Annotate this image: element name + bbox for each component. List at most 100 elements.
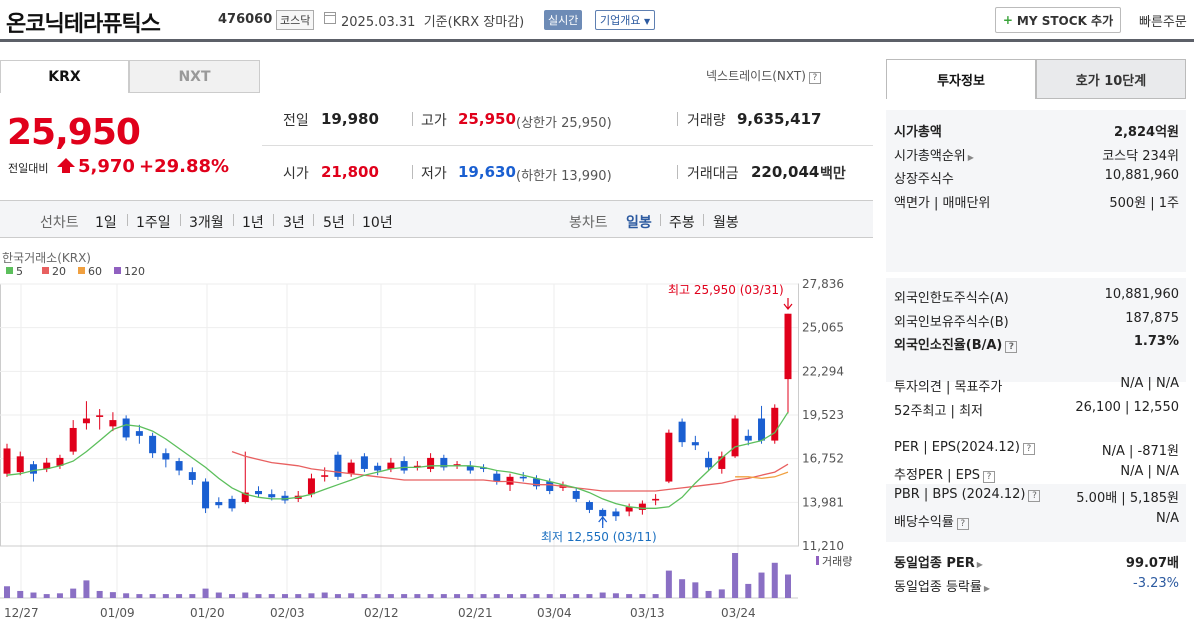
candle-body bbox=[281, 495, 289, 501]
y-tick-label: 19,523 bbox=[802, 408, 844, 422]
volume-bar bbox=[321, 592, 328, 598]
period-daily[interactable]: 일봉 bbox=[626, 215, 652, 231]
calendar-icon bbox=[324, 12, 336, 24]
market-badge: 코스닥 bbox=[276, 10, 315, 30]
tab-investment-info[interactable]: 투자정보 bbox=[886, 59, 1036, 99]
volume-bar bbox=[268, 594, 275, 598]
period-3y[interactable]: 3년 bbox=[283, 215, 305, 231]
candle-body bbox=[625, 506, 633, 512]
legend-label: 120 bbox=[124, 265, 145, 278]
separator bbox=[273, 214, 274, 226]
candle-body bbox=[546, 481, 554, 492]
mystock-add-button[interactable]: + MY STOCK 추가 bbox=[995, 7, 1121, 33]
quick-order-link[interactable]: 빠른주문 bbox=[1139, 15, 1187, 30]
info-row: 상장주식수 10,881,960 bbox=[894, 165, 1179, 187]
info-label: PER | EPS(2024.12)? bbox=[894, 440, 1035, 455]
header: 온코닉테라퓨틱스 476060 코스닥 2025.03.31 기준(KRX 장마… bbox=[0, 0, 1194, 42]
volume-bar bbox=[56, 593, 63, 598]
help-icon[interactable]: ? bbox=[808, 72, 821, 84]
tab-nxt[interactable]: NXT bbox=[129, 60, 260, 93]
volume-bar bbox=[573, 594, 580, 598]
candle-body bbox=[480, 467, 488, 469]
period-5y[interactable]: 5년 bbox=[323, 215, 345, 231]
stock-name: 온코닉테라퓨틱스 bbox=[6, 12, 161, 37]
volume-bar bbox=[109, 592, 116, 598]
volume-bar bbox=[745, 583, 752, 598]
separator bbox=[127, 214, 128, 226]
y-tick-label: 11,210 bbox=[802, 539, 844, 553]
x-tick-label: 12/27 bbox=[4, 606, 39, 620]
help-icon[interactable]: ? bbox=[1022, 443, 1035, 455]
info-value: 2,824억원 bbox=[1113, 125, 1179, 140]
volume-bar bbox=[123, 593, 130, 598]
tab-krx[interactable]: KRX bbox=[0, 60, 129, 93]
period-10y[interactable]: 10년 bbox=[362, 215, 393, 231]
period-1y[interactable]: 1년 bbox=[242, 215, 264, 231]
low-arrow bbox=[598, 516, 608, 528]
nextrade-link[interactable]: 넥스트레이드(NXT)? bbox=[706, 67, 821, 84]
period-1d[interactable]: 1일 bbox=[95, 215, 117, 231]
candle-body bbox=[427, 457, 435, 469]
ma5-line bbox=[6, 411, 789, 509]
info-label: 추정PER | EPS? bbox=[894, 464, 995, 483]
help-icon[interactable]: ? bbox=[956, 517, 969, 530]
candle-body bbox=[149, 435, 157, 454]
x-tick-label: 03/24 bbox=[721, 606, 756, 620]
candle-body bbox=[599, 509, 607, 517]
candle-body bbox=[784, 313, 792, 380]
period-1w[interactable]: 1주일 bbox=[136, 215, 171, 231]
volume-bar bbox=[202, 588, 209, 598]
period-3m[interactable]: 3개월 bbox=[189, 215, 224, 231]
prev-close-label: 전일 bbox=[283, 113, 309, 129]
stock-chart[interactable]: 한국거래소(KRX)5 20 60 120 27,836 25,065 22,294 19,5… bbox=[0, 246, 873, 624]
candle-body bbox=[665, 432, 673, 482]
line-chart-title: 선차트 bbox=[40, 215, 79, 231]
info-row[interactable]: 동일업종 등락률 ▶ -3.23% bbox=[894, 573, 1179, 595]
info-label: 외국인소진율(B/A)? bbox=[894, 334, 1018, 353]
volume-bar bbox=[493, 594, 500, 598]
separator bbox=[180, 214, 181, 226]
help-icon[interactable]: ? bbox=[1028, 490, 1041, 502]
y-tick-label: 16,752 bbox=[802, 452, 844, 466]
candle-body bbox=[758, 418, 766, 441]
base-date: 2025.03.31 기준(KRX 장마감) bbox=[341, 15, 525, 30]
volume-bar bbox=[334, 594, 341, 598]
help-icon[interactable]: ? bbox=[1005, 341, 1018, 353]
info-row[interactable]: 동일업종 PER ▶ 99.07배 bbox=[894, 549, 1179, 571]
company-overview-button[interactable]: 기업개요 ▼ bbox=[595, 10, 656, 30]
y-tick-label: 22,294 bbox=[802, 364, 844, 378]
stock-code: 476060 bbox=[218, 12, 273, 27]
candle-body bbox=[638, 503, 646, 510]
volume-bar bbox=[718, 589, 725, 598]
realtime-button[interactable]: 실시간 bbox=[544, 10, 583, 30]
low-value: 19,630 bbox=[458, 163, 516, 181]
info-row[interactable]: 시가총액순위 ▶ 코스닥 234위 bbox=[894, 142, 1179, 164]
info-row: 추정PER | EPS? N/A | N/A bbox=[894, 461, 1179, 483]
volume-bar bbox=[665, 570, 672, 598]
volume-bar bbox=[176, 594, 183, 598]
info-row: 액면가 | 매매단위 500원 | 1주 bbox=[894, 189, 1179, 211]
high-arrow bbox=[783, 298, 793, 310]
info-label: 시가총액 bbox=[894, 125, 942, 140]
volume-bar bbox=[414, 594, 421, 598]
volume-bar bbox=[692, 582, 699, 598]
info-label: 외국인보유주식수(B) bbox=[894, 314, 1009, 330]
volume-bar bbox=[705, 590, 712, 598]
x-tick-label: 02/21 bbox=[458, 606, 493, 620]
volume-bar bbox=[361, 594, 368, 598]
candle-body bbox=[188, 472, 196, 480]
period-weekly[interactable]: 주봉 bbox=[669, 215, 695, 231]
volume-bar bbox=[771, 562, 778, 598]
volume-bar bbox=[533, 594, 540, 598]
candle-body bbox=[215, 502, 223, 506]
volume-bar bbox=[559, 594, 566, 598]
help-icon[interactable]: ? bbox=[982, 470, 995, 483]
tab-orderbook-10[interactable]: 호가 10단계 bbox=[1036, 59, 1186, 99]
period-monthly[interactable]: 월봉 bbox=[713, 215, 739, 231]
volume-bar bbox=[586, 594, 593, 598]
prev-close-value: 19,980 bbox=[321, 110, 379, 128]
volume-bar bbox=[387, 594, 394, 598]
lower-limit: (하한가 13,990) bbox=[516, 169, 612, 184]
candle-body bbox=[56, 457, 64, 466]
candle-body bbox=[572, 491, 580, 499]
